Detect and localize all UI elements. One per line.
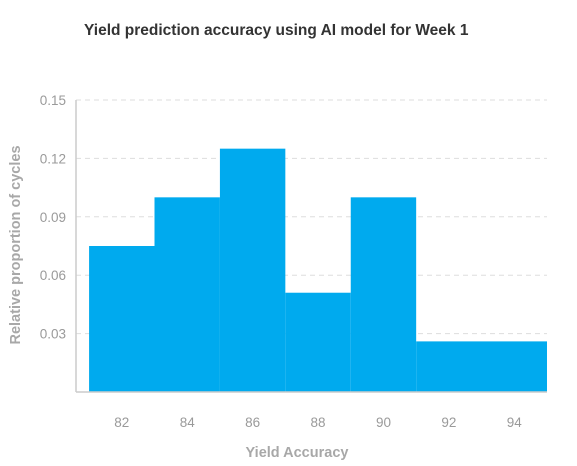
y-tick-label: 0.06 bbox=[40, 268, 66, 283]
axes bbox=[75, 100, 547, 393]
histogram-bar bbox=[154, 197, 220, 392]
y-axis-label: Relative proportion of cycles bbox=[8, 145, 24, 344]
x-tick-label: 84 bbox=[180, 415, 196, 430]
y-tick-label: 0.03 bbox=[40, 327, 66, 342]
chart-title: Yield prediction accuracy using AI model… bbox=[84, 22, 469, 39]
x-tick-label: 82 bbox=[114, 415, 129, 430]
x-tick-label: 90 bbox=[376, 415, 391, 430]
histogram-bar bbox=[285, 292, 351, 392]
histogram-bar bbox=[89, 246, 155, 392]
x-tick-label: 92 bbox=[441, 415, 456, 430]
histogram-bar bbox=[219, 148, 286, 392]
tick-labels: 0.03 0.06 0.09 0.12 0.15 82 84 86 88 90 92 94 bbox=[40, 93, 523, 430]
histogram-bars bbox=[89, 148, 547, 392]
x-tick-label: 88 bbox=[311, 415, 326, 430]
histogram-bar bbox=[350, 197, 417, 392]
y-tick-label: 0.09 bbox=[40, 210, 66, 225]
x-tick-label: 86 bbox=[245, 415, 260, 430]
x-axis-label: Yield Accuracy bbox=[246, 445, 349, 461]
x-tick-label: 94 bbox=[507, 415, 523, 430]
y-tick-label: 0.12 bbox=[40, 151, 66, 166]
histogram-bar bbox=[416, 341, 547, 392]
y-tick-label: 0.15 bbox=[40, 93, 66, 108]
